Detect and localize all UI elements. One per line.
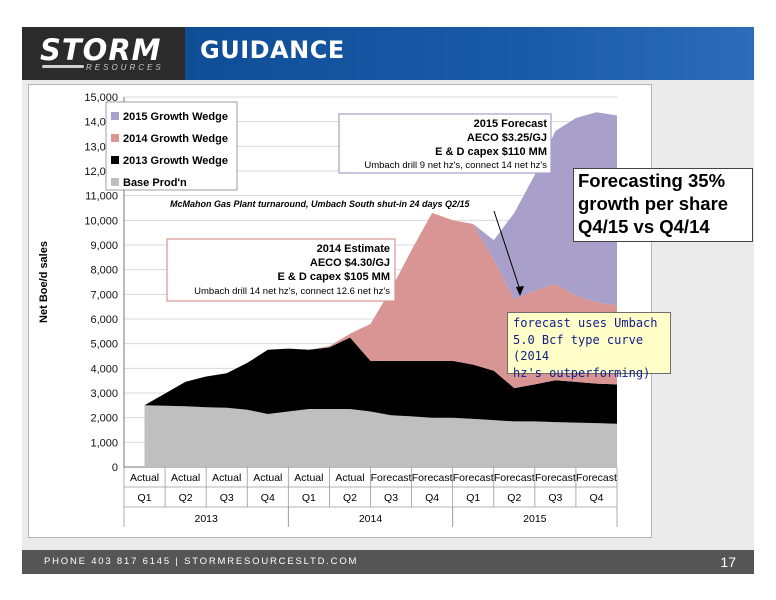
- production-chart: 0 1,000 2,000 3,000 4,000 5,000 6,000 7,000 8,00…: [38, 92, 618, 527]
- chart-panel: 0 1,000 2,000 3,000 4,000 5,000 6,000 7,000 8,00…: [28, 84, 652, 538]
- x-tick-type: Actual: [253, 472, 282, 484]
- area-2014-growth-wedge: [144, 212, 617, 406]
- y-tick-label: 5,000: [90, 339, 118, 351]
- year-label: 2015: [523, 513, 547, 525]
- y-tick-label: 0: [112, 462, 118, 474]
- x-tick-type: Forecast: [412, 472, 453, 484]
- area-2015-growth-wedge: [144, 112, 617, 406]
- y-tick-label: 3,000: [90, 388, 118, 400]
- growth-forecast-line: growth per share: [578, 193, 729, 214]
- legend-label: 2015 Growth Wedge: [123, 111, 228, 123]
- y-tick-label: 15,000: [84, 92, 118, 104]
- legend-box: [105, 101, 238, 191]
- x-tick-quarter: Q2: [179, 492, 193, 504]
- year-label: 2013: [194, 513, 218, 525]
- legend-swatch: [111, 156, 119, 164]
- estimate-2014-title: 2014 Estimate: [317, 243, 390, 255]
- growth-forecast-line: Q4/15 vs Q4/14: [578, 216, 710, 237]
- x-tick-type: Forecast: [494, 472, 535, 484]
- x-tick-type: Actual: [335, 472, 364, 484]
- area-2013-growth-wedge: [144, 337, 617, 424]
- type-curve-line: 5.0 Bcf type curve (2014: [513, 332, 644, 364]
- x-tick-quarter: Q1: [466, 492, 480, 504]
- type-curve-callout: forecast uses Umbach 5.0 Bcf type curve …: [507, 312, 671, 380]
- logo-swoosh: [42, 65, 84, 68]
- y-tick-label: 10,000: [84, 215, 118, 227]
- header-title-band: [185, 27, 754, 80]
- estimate-2014-box: [166, 238, 396, 302]
- turnaround-arrow-head: [516, 286, 524, 296]
- header-bar: STORM RESOURCES GUIDANCE: [22, 27, 754, 80]
- x-tick-quarter: Q3: [548, 492, 562, 504]
- year-label: 2014: [359, 513, 383, 525]
- y-tick-label: 4,000: [90, 363, 118, 375]
- legend-label: 2013 Growth Wedge: [123, 155, 228, 167]
- legend-swatch: [111, 178, 119, 186]
- y-tick-label: 11,000: [85, 191, 118, 203]
- x-tick-quarter: Q3: [220, 492, 234, 504]
- y-tick-label: 1,000: [90, 437, 118, 449]
- x-tick-quarter: Q3: [384, 492, 398, 504]
- turnaround-annotation: McMahon Gas Plant turnaround, Umbach Sou…: [170, 199, 471, 209]
- type-curve-line: forecast uses Umbach: [513, 316, 658, 330]
- x-tick-quarter: Q2: [507, 492, 521, 504]
- legend-label: 2014 Growth Wedge: [123, 133, 228, 145]
- x-tick-type: Actual: [294, 472, 323, 484]
- forecast-2015-capex: E & D capex $110 MM: [435, 146, 547, 158]
- x-tick-type: Forecast: [535, 472, 576, 484]
- x-tick-type: Actual: [130, 472, 159, 484]
- logo-subtext: RESOURCES: [86, 63, 164, 72]
- legend-swatch: [111, 112, 119, 120]
- y-tick-label: 2,000: [90, 413, 118, 425]
- y-tick-label: 6,000: [90, 314, 118, 326]
- estimate-2014-capex: E & D capex $105 MM: [278, 271, 391, 283]
- page-number: 17: [720, 554, 736, 570]
- forecast-2015-drilling: Umbach drill 9 net hz's, connect 14 net …: [364, 160, 547, 171]
- estimate-2014-drilling: Umbach drill 14 net hz's, connect 12.6 n…: [194, 286, 390, 297]
- y-tick-label: 8,000: [90, 265, 118, 277]
- x-tick-type: Forecast: [453, 472, 494, 484]
- x-tick-quarter: Q1: [138, 492, 152, 504]
- type-curve-line: hz's outperforming): [513, 365, 651, 380]
- footer-bar: PHONE 403 817 6145 | STORMRESOURCESLTD.C…: [22, 550, 754, 574]
- turnaround-arrow: [493, 210, 521, 291]
- y-axis-label: Net Boe/d sales: [38, 241, 50, 323]
- legend-label: Base Prod'n: [123, 177, 187, 189]
- x-tick-quarter: Q1: [302, 492, 316, 504]
- y-tick-label: 7,000: [90, 289, 118, 301]
- x-tick-quarter: Q4: [261, 492, 275, 504]
- x-tick-type: Actual: [212, 472, 241, 484]
- legend-swatch: [111, 134, 119, 142]
- x-tick-type: Actual: [171, 472, 200, 484]
- area-base-prod-n: [144, 405, 617, 467]
- x-tick-quarter: Q4: [425, 492, 439, 504]
- growth-forecast-callout: Forecasting 35% growth per share Q4/15 v…: [573, 168, 753, 242]
- x-tick-quarter: Q4: [589, 492, 603, 504]
- footer-contact: PHONE 403 817 6145 | STORMRESOURCESLTD.C…: [44, 556, 359, 567]
- forecast-2015-box: [338, 113, 552, 174]
- estimate-2014-aeco: AECO $4.30/GJ: [310, 257, 390, 269]
- x-tick-quarter: Q2: [343, 492, 357, 504]
- page-title: GUIDANCE: [200, 36, 345, 64]
- x-tick-type: Forecast: [371, 472, 412, 484]
- x-tick-type: Forecast: [576, 472, 617, 484]
- y-tick-label: 9,000: [90, 240, 118, 252]
- growth-forecast-line: Forecasting 35%: [578, 170, 726, 191]
- forecast-2015-title: 2015 Forecast: [474, 118, 548, 130]
- logo-text: STORM: [40, 33, 162, 67]
- forecast-2015-aeco: AECO $3.25/GJ: [467, 132, 547, 144]
